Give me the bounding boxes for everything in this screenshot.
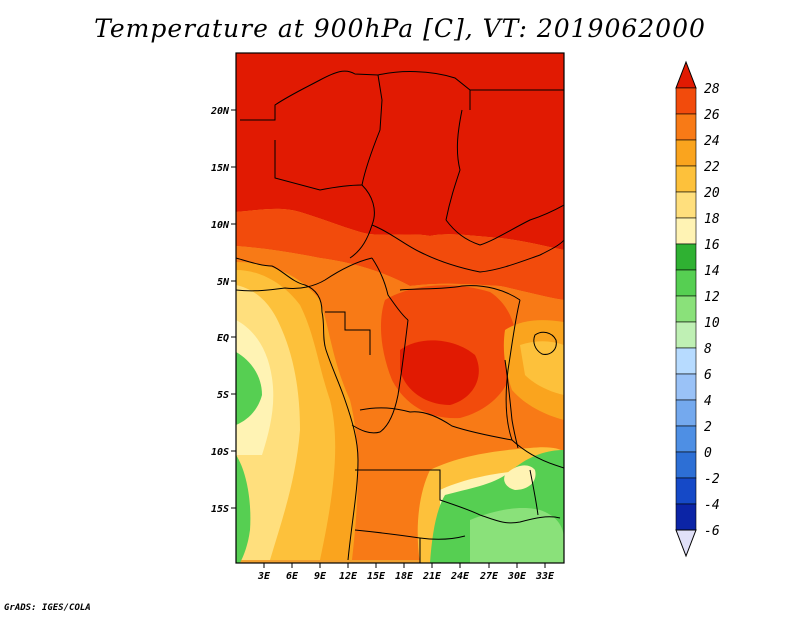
map-frame xyxy=(235,52,565,564)
colorbar-swatch xyxy=(675,269,697,297)
lat-tick-label: 10N xyxy=(211,220,230,231)
lon-tick-label: 15E xyxy=(367,571,386,582)
credit-label: GrADS: IGES/COLA xyxy=(4,603,91,613)
colorbar-label: 16 xyxy=(704,238,720,253)
lake-tanganyika xyxy=(504,359,519,449)
colorbar-label: -2 xyxy=(704,472,720,487)
colorbar-swatch xyxy=(675,139,697,167)
lon-tick-label: 3E xyxy=(257,571,271,582)
colorbar-label: 4 xyxy=(704,394,712,409)
colorbar-swatch xyxy=(675,217,697,245)
colorbar-swatch xyxy=(675,165,697,193)
colorbar-swatch xyxy=(675,347,697,375)
lon-tick-label: 30E xyxy=(507,571,527,582)
lat-tick-label: 5N xyxy=(217,277,230,288)
lon-tick-label: 18E xyxy=(395,571,414,582)
colorbar-label: -6 xyxy=(704,524,720,539)
zone-16-patch xyxy=(504,465,536,490)
border-11 xyxy=(325,311,371,355)
colorbar-swatch xyxy=(675,243,697,271)
border-12 xyxy=(351,319,409,434)
colorbar-label: 22 xyxy=(704,160,720,175)
border-1 xyxy=(240,70,383,186)
colorbar-label: 24 xyxy=(704,134,720,149)
colorbar-swatch xyxy=(675,399,697,427)
border-7 xyxy=(371,224,564,273)
colorbar-swatch xyxy=(675,451,697,479)
colorbar-label: 28 xyxy=(704,82,720,97)
border-15 xyxy=(511,439,564,469)
colorbar-swatch xyxy=(675,87,697,115)
lat-axis: 20N 15N 10N 5N EQ 5S 10S 15S xyxy=(210,106,236,515)
colorbar-label: 0 xyxy=(704,446,712,461)
zone-12-south xyxy=(470,508,564,563)
zone-26-band xyxy=(236,208,564,300)
lon-tick-label: 12E xyxy=(339,571,358,582)
country-borders xyxy=(236,70,564,563)
border-5 xyxy=(274,140,363,191)
colorbar-swatch xyxy=(675,477,697,505)
lon-tick-label: 33E xyxy=(535,571,555,582)
border-4 xyxy=(445,109,463,221)
colorbar-label: 2 xyxy=(704,420,712,435)
colorbar-swatch xyxy=(675,321,697,349)
border-14 xyxy=(505,299,521,441)
lake-victoria xyxy=(533,331,557,355)
border-2 xyxy=(377,71,471,110)
map-title: Temperature at 900hPa [C], VT: 201906200… xyxy=(94,14,706,43)
colorbar-over-arrow xyxy=(675,60,697,89)
lon-tick-label: 9E xyxy=(314,571,327,582)
colorbar-label: 12 xyxy=(704,290,720,305)
lon-tick-label: 27E xyxy=(479,571,499,582)
lat-tick-label: 15N xyxy=(211,163,230,174)
colorbar-label: 14 xyxy=(704,264,720,279)
border-18 xyxy=(354,529,466,540)
lat-tick-label: EQ xyxy=(217,333,229,344)
colorbar-swatch xyxy=(675,113,697,141)
colorbar-swatch xyxy=(675,191,697,219)
lat-tick-label: 5S xyxy=(217,390,229,401)
zone-28-congo xyxy=(400,340,479,405)
colorbar-swatch xyxy=(675,295,697,323)
border-20 xyxy=(479,514,561,524)
zone-20-east xyxy=(520,341,564,395)
border-9 xyxy=(236,257,373,292)
border-17 xyxy=(355,469,481,516)
lat-tick-label: 15S xyxy=(211,504,229,515)
lon-tick-label: 21E xyxy=(422,571,442,582)
lat-tick-label: 10S xyxy=(211,447,229,458)
border-8 xyxy=(445,204,564,246)
border-10 xyxy=(371,257,409,321)
colorbar-under-arrow xyxy=(675,529,697,558)
temperature-field xyxy=(236,53,564,563)
lon-tick-label: 24E xyxy=(450,571,470,582)
colorbar-swatch xyxy=(675,425,697,453)
border-16 xyxy=(359,407,513,441)
zone-14-southwest xyxy=(236,352,262,425)
border-13 xyxy=(399,285,521,301)
colorbar-label: 10 xyxy=(704,316,720,331)
colorbar-label: 6 xyxy=(704,368,712,383)
colorbar-label: -4 xyxy=(704,498,720,513)
lon-axis: 3E 6E 9E 12E 15E 18E 21E 24E 27E 30E 33E xyxy=(257,563,555,582)
zone-14-southwest-b xyxy=(236,455,251,563)
zone-28 xyxy=(236,53,564,250)
colorbar-label: 8 xyxy=(704,342,712,357)
colorbar-label: 26 xyxy=(704,108,720,123)
lake-malawi xyxy=(529,469,539,516)
lat-tick-label: 20N xyxy=(210,106,230,117)
colorbar-label: 20 xyxy=(704,186,720,201)
colorbar-swatch xyxy=(675,503,697,531)
lon-tick-label: 6E xyxy=(286,571,299,582)
coastline-west xyxy=(236,257,359,561)
colorbar-swatch xyxy=(675,373,697,401)
colorbar-label: 18 xyxy=(704,212,720,227)
colorbar-swatches xyxy=(675,60,697,558)
